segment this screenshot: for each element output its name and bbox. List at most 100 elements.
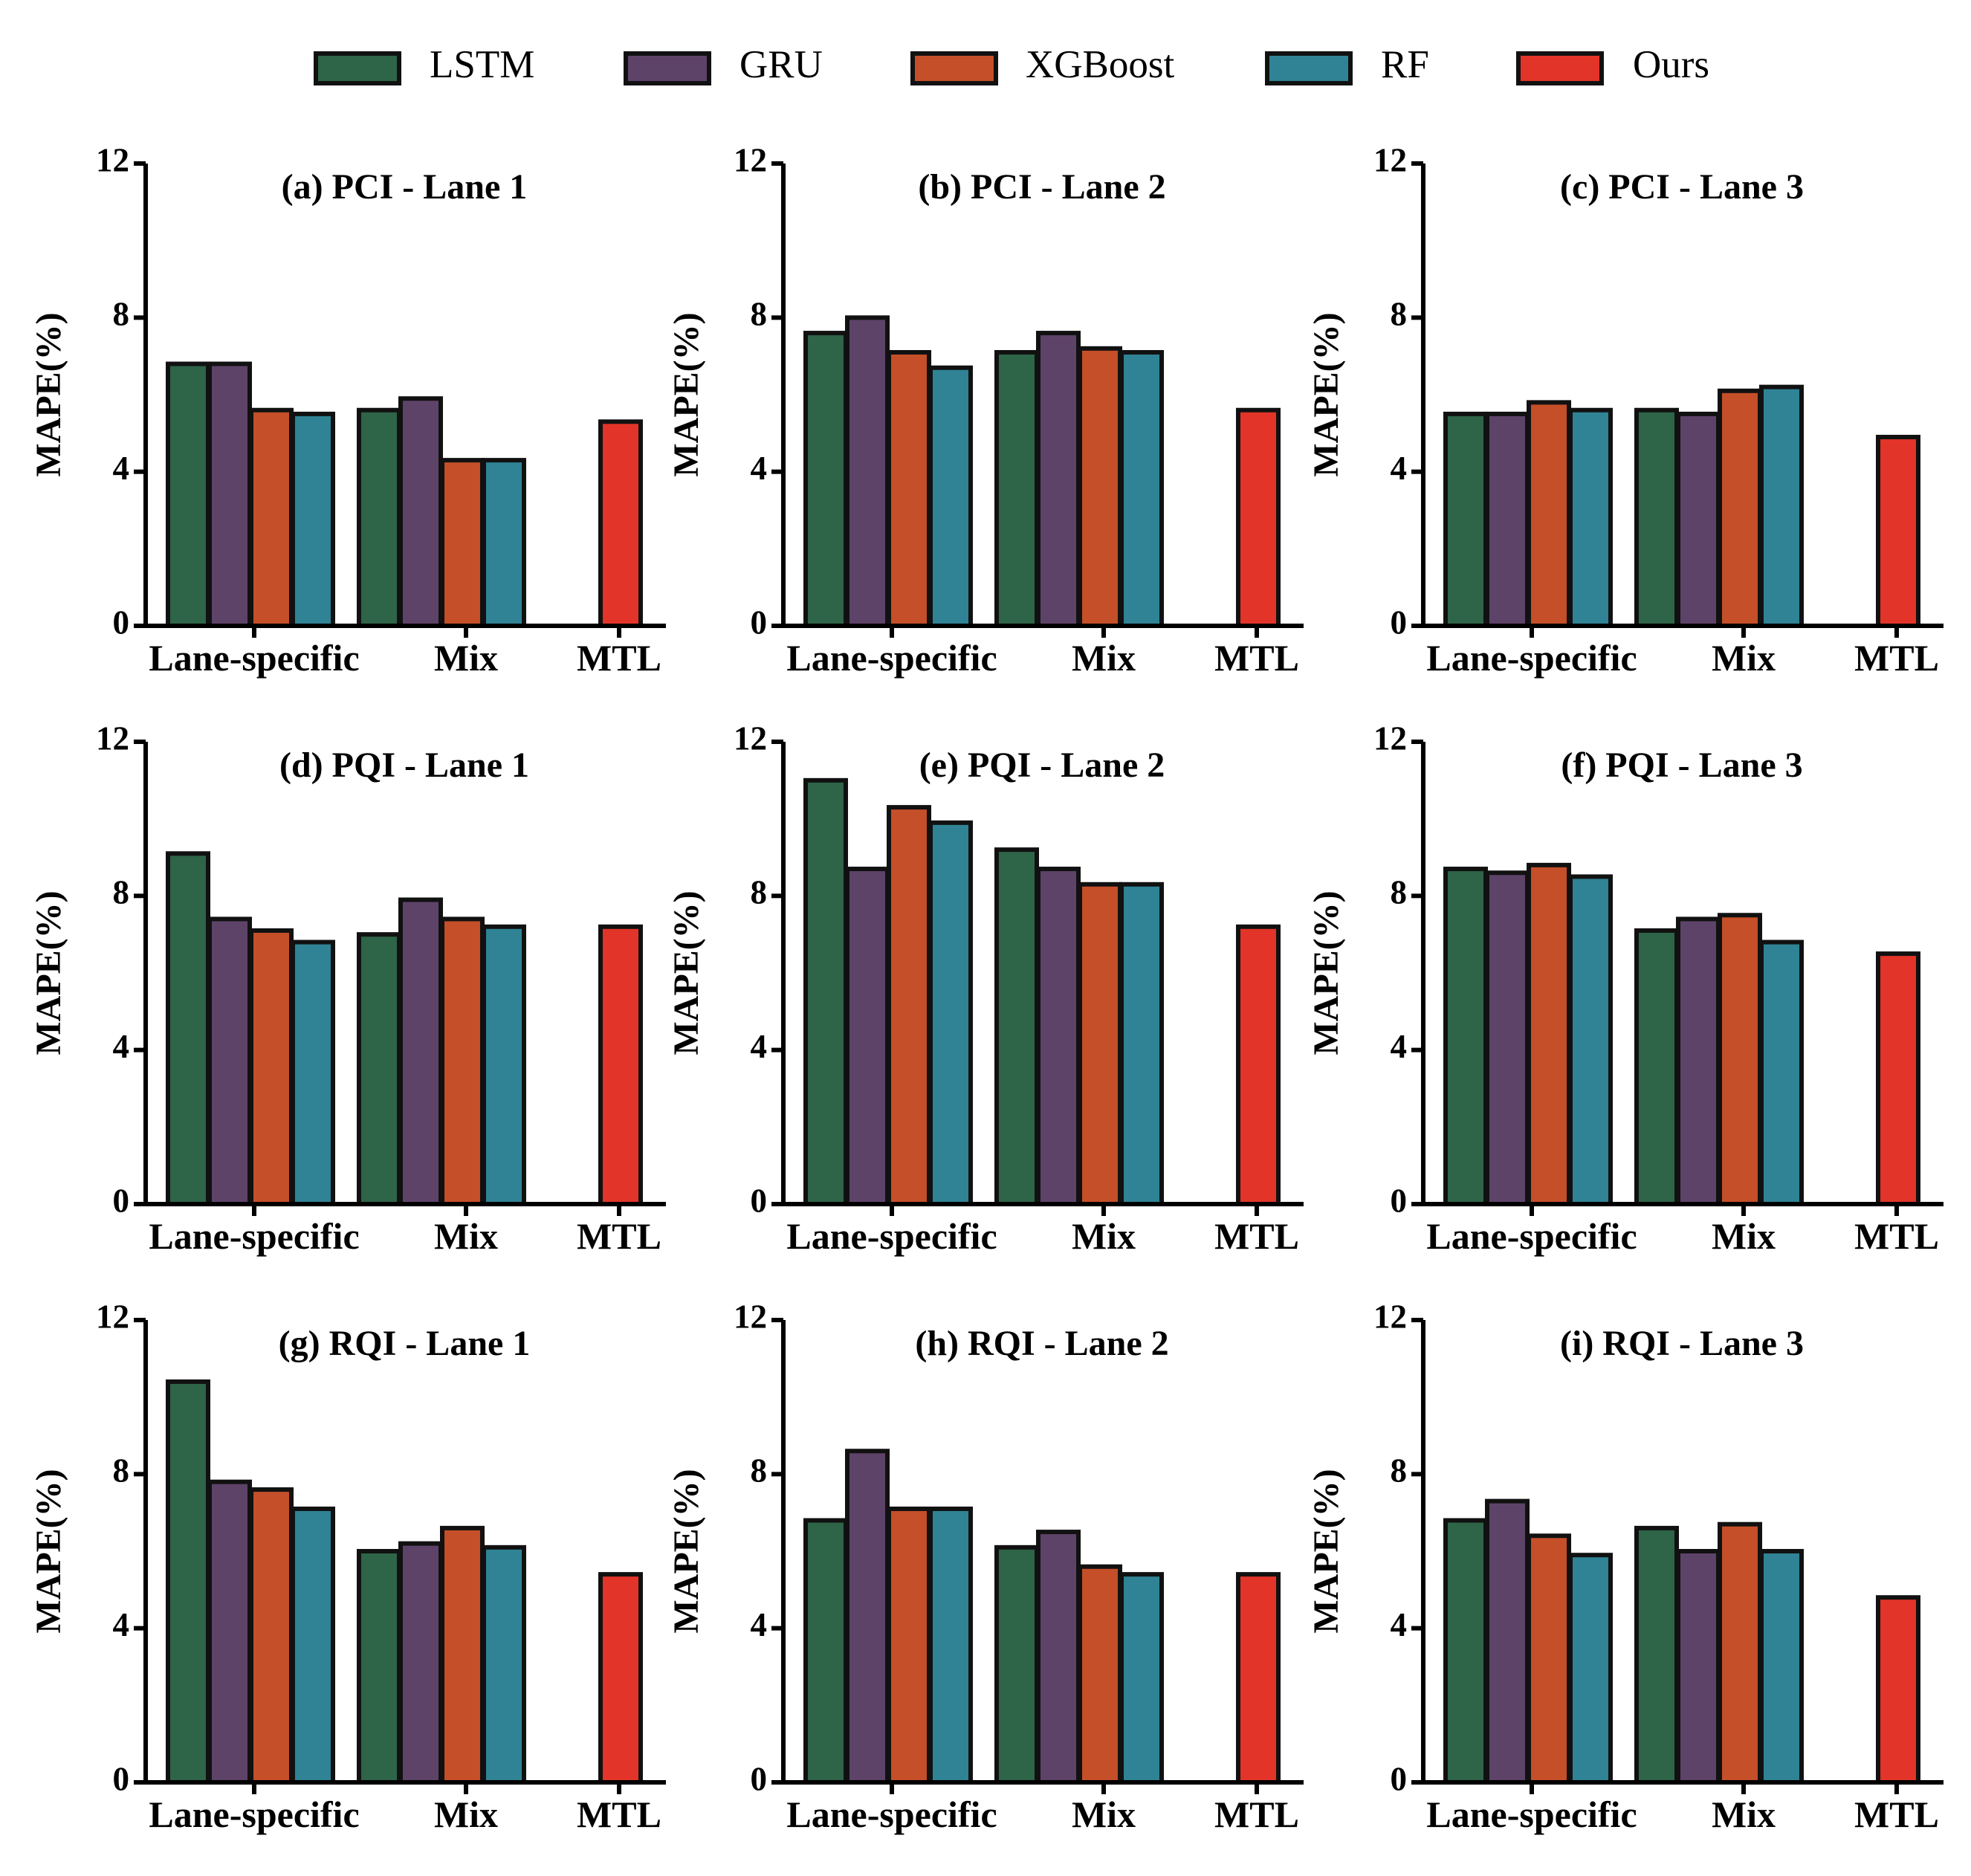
bar-lstm-lane-specific: [166, 1379, 210, 1785]
bar-lstm-lane-specific: [1443, 1518, 1488, 1785]
bar-xgboost-lane-specific: [249, 407, 294, 628]
x-tick-label-mix: Mix: [1712, 1793, 1776, 1835]
bar-rf-lane-specific: [1568, 874, 1613, 1206]
x-tick-label-lane-specific: Lane-specific: [786, 1793, 997, 1835]
bar-xgboost-mix: [440, 1525, 485, 1785]
x-tick-label-mix: Mix: [1072, 637, 1136, 679]
y-tick-label: 4: [751, 450, 768, 487]
panel-title: (c) PCI - Lane 3: [1560, 167, 1804, 207]
x-tick-label-mix: Mix: [1072, 1215, 1136, 1257]
bar-xgboost-lane-specific: [1527, 862, 1571, 1207]
bar-ours-mtl: [598, 924, 643, 1207]
bar-ours-mtl: [1236, 1572, 1281, 1785]
chart-panel-4: 0 4 8 12 Lane-specific Mix MTL (d) PQI - Lane 1…: [29, 719, 666, 1257]
y-tick-label: 0: [1391, 1760, 1408, 1797]
x-tick-label-lane-specific: Lane-specific: [149, 637, 359, 679]
chart-panel-5: 0 4 8 12 Lane-specific Mix MTL (e) PQI - Lane 2…: [667, 719, 1304, 1257]
y-tick-label: 8: [113, 296, 130, 333]
bar-gru-mix: [1676, 1549, 1721, 1785]
bar-lstm-mix: [357, 407, 401, 628]
bar-ours-mtl: [598, 1572, 643, 1785]
bar-xgboost-mix: [440, 916, 485, 1207]
x-tick-label-mix: Mix: [1712, 1215, 1776, 1257]
bar-lstm-mix: [994, 1545, 1039, 1785]
legend-swatch-lstm: [314, 51, 401, 85]
bar-gru-mix: [1036, 867, 1081, 1207]
bar-ours-mtl: [1876, 1595, 1920, 1785]
panel-title: (f) PQI - Lane 3: [1561, 745, 1802, 785]
y-axis-label: MAPE(%): [1307, 890, 1346, 1055]
bar-lstm-mix: [1634, 928, 1679, 1206]
chart-panel-1: 0 4 8 12 Lane-specific Mix MTL (a) PCI - Lane 1…: [29, 141, 666, 679]
bar-rf-mix: [482, 1545, 526, 1785]
chart-panel-2: 0 4 8 12 Lane-specific Mix MTL (b) PCI - Lane 2…: [667, 141, 1304, 679]
panel-title: (a) PCI - Lane 1: [282, 167, 528, 207]
panel-title: (e) PQI - Lane 2: [919, 745, 1165, 785]
x-tick-label-lane-specific: Lane-specific: [1426, 1793, 1637, 1835]
bar-rf-mix: [1119, 349, 1164, 628]
bar-xgboost-lane-specific: [1527, 1533, 1571, 1785]
bar-gru-lane-specific: [207, 916, 252, 1207]
y-tick-label: 12: [96, 141, 129, 178]
bar-gru-lane-specific: [207, 1479, 252, 1785]
x-tick-label-lane-specific: Lane-specific: [786, 637, 997, 679]
y-tick-label: 4: [751, 1028, 768, 1065]
x-tick-label-mix: Mix: [434, 637, 498, 679]
bar-xgboost-mix: [1718, 1521, 1762, 1785]
bar-lstm-lane-specific: [1443, 867, 1488, 1207]
bar-gru-mix: [1036, 331, 1081, 628]
bar-lstm-lane-specific: [166, 361, 210, 628]
legend-label-xgboost: XGBoost: [1026, 43, 1175, 86]
legend-swatch-gru: [624, 51, 711, 85]
x-tick-label-mix: Mix: [1072, 1793, 1136, 1835]
x-tick-label-mtl: MTL: [1854, 637, 1939, 679]
bar-rf-mix: [482, 458, 526, 628]
bar-lstm-lane-specific: [1443, 411, 1488, 629]
y-axis-label: MAPE(%): [667, 312, 706, 476]
bar-rf-lane-specific: [291, 939, 335, 1206]
y-tick-label: 12: [1373, 719, 1407, 757]
bar-gru-lane-specific: [845, 867, 890, 1207]
bar-lstm-mix: [1634, 1525, 1679, 1785]
bar-rf-mix: [482, 924, 526, 1207]
bar-xgboost-mix: [1078, 1564, 1122, 1785]
y-tick-label: 0: [1391, 1182, 1408, 1219]
y-axis-label: MAPE(%): [1307, 1469, 1346, 1633]
legend-swatch-rf: [1265, 51, 1353, 85]
y-axis-label: MAPE(%): [667, 1469, 706, 1633]
y-tick-label: 8: [751, 1452, 768, 1490]
bar-rf-lane-specific: [928, 1506, 973, 1785]
bar-rf-lane-specific: [291, 411, 335, 629]
bar-gru-lane-specific: [207, 361, 252, 628]
chart-panels: 0 4 8 12 Lane-specific Mix MTL (a) PCI - Lane 1…: [29, 141, 1944, 1835]
y-tick-label: 0: [751, 1182, 768, 1219]
legend-swatch-xgboost: [910, 51, 998, 85]
bar-rf-mix: [1759, 384, 1804, 629]
bar-rf-lane-specific: [928, 365, 973, 628]
bar-rf-lane-specific: [928, 820, 973, 1206]
x-tick-label-lane-specific: Lane-specific: [149, 1793, 359, 1835]
bar-rf-lane-specific: [1568, 407, 1613, 628]
x-tick-label-mtl: MTL: [1854, 1215, 1939, 1257]
x-tick-label-lane-specific: Lane-specific: [149, 1215, 359, 1257]
bar-xgboost-mix: [1078, 346, 1122, 628]
x-tick-label-mix: Mix: [1712, 637, 1776, 679]
x-tick-label-mtl: MTL: [577, 1793, 661, 1835]
bar-rf-mix: [1759, 939, 1804, 1206]
bar-lstm-mix: [357, 932, 401, 1206]
x-tick-label-mtl: MTL: [577, 637, 661, 679]
bar-gru-lane-specific: [845, 1449, 890, 1785]
bar-lstm-lane-specific: [803, 1518, 848, 1785]
y-tick-label: 4: [113, 1028, 130, 1065]
y-tick-label: 4: [1391, 450, 1408, 487]
chart-panel-3: 0 4 8 12 Lane-specific Mix MTL (c) PCI - Lane 3…: [1307, 141, 1944, 679]
x-tick-label-mtl: MTL: [577, 1215, 661, 1257]
y-tick-label: 4: [113, 1606, 130, 1643]
legend-swatch-ours: [1516, 51, 1604, 85]
y-tick-label: 12: [1373, 1298, 1407, 1335]
bar-gru-lane-specific: [1485, 870, 1530, 1206]
x-tick-label-lane-specific: Lane-specific: [1426, 637, 1637, 679]
y-tick-label: 8: [1391, 1452, 1408, 1490]
y-tick-label: 12: [1373, 141, 1407, 178]
legend-label-gru: GRU: [739, 43, 823, 86]
